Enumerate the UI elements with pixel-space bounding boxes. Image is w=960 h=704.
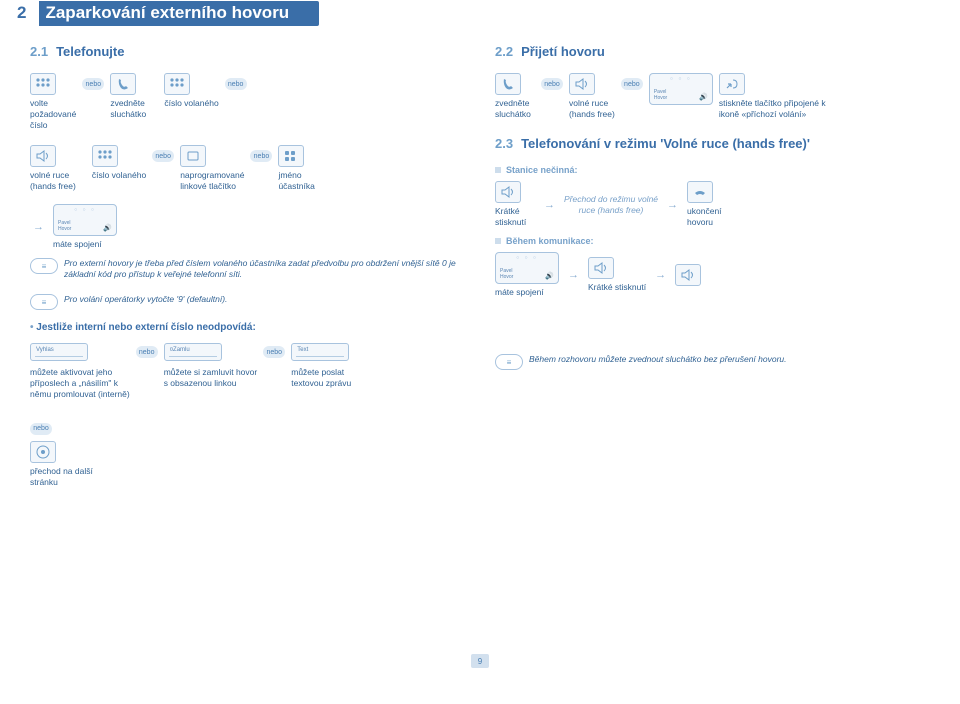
nebo: nebo bbox=[136, 346, 158, 358]
note-icon: ≡ bbox=[30, 294, 58, 310]
row-hf-idle: Krátké stisknutí → Přechod do režimu vol… bbox=[495, 181, 930, 228]
no-answer-heading: • Jestliže interní nebo externí číslo ne… bbox=[30, 322, 465, 333]
label-txt: můžete poslat textovou zprávu bbox=[291, 367, 351, 389]
label-volte: volte požadované číslo bbox=[30, 98, 76, 131]
arrow-icon: → bbox=[568, 269, 579, 281]
label-zvednete: zvedněte sluchátko bbox=[110, 98, 146, 120]
display-icon: ○ ○ ○ Pavel Hovor 🔊 bbox=[649, 73, 713, 105]
nebo: nebo bbox=[30, 423, 52, 435]
nebo: nebo bbox=[263, 346, 285, 358]
label-jmeno: jméno účastníka bbox=[278, 170, 314, 192]
arrow-icon: → bbox=[544, 199, 555, 211]
row-hf-comm: ○ ○ ○ Pavel Hovor 🔊 máte spojení → Krátk… bbox=[495, 252, 930, 298]
label-zvednete2: zvedněte sluchátko bbox=[495, 98, 531, 120]
speaker-icon bbox=[30, 145, 56, 167]
label-naprog: naprogramované linkové tlačítko bbox=[180, 170, 244, 192]
nebo: nebo bbox=[82, 78, 104, 90]
row-next: přechod na další stránku bbox=[30, 441, 465, 488]
arrow-icon: → bbox=[667, 199, 678, 211]
nebo: nebo bbox=[250, 150, 272, 162]
note-icon: ≡ bbox=[495, 354, 523, 370]
row-accept: zvedněte sluchátko nebo volné ruce (hand… bbox=[495, 73, 930, 120]
label-prechod: přechod na další stránku bbox=[30, 466, 93, 488]
bullet-behem: Během komunikace: bbox=[495, 236, 930, 246]
label-cislo: číslo volaného bbox=[164, 98, 218, 109]
section-21-title: 2.1Telefonujte bbox=[30, 44, 465, 59]
keypad-icon bbox=[30, 73, 56, 95]
speaker-icon bbox=[569, 73, 595, 95]
row-connected: → ○ ○ ○ Pavel Hovor 🔊 máte spojení bbox=[30, 204, 465, 250]
note-icon: ≡ bbox=[30, 258, 58, 274]
label-cislo2: číslo volaného bbox=[92, 170, 146, 181]
arrow-icon: → bbox=[33, 221, 44, 233]
label-mate: máte spojení bbox=[53, 239, 102, 250]
label-ukonceni: ukončení hovoru bbox=[687, 206, 722, 228]
keypad-icon bbox=[164, 73, 190, 95]
line-key-icon bbox=[180, 145, 206, 167]
section-22-title: 2.2Přijetí hovoru bbox=[495, 44, 930, 59]
note-rozhovor: ≡ Během rozhovoru můžete zvednout sluchá… bbox=[495, 354, 930, 370]
chip-zamlu: ¤Zamlu bbox=[164, 343, 222, 361]
label-zam: můžete si zamluvit hovor s obsazenou lin… bbox=[164, 367, 258, 389]
nebo: nebo bbox=[541, 78, 563, 90]
chip-text: Text bbox=[291, 343, 349, 361]
label-volne2: volné ruce (hands free) bbox=[569, 98, 615, 120]
label-kratke: Krátké stisknutí bbox=[495, 206, 526, 228]
note-operator: ≡ Pro volání operátorky vytočte '9' (def… bbox=[30, 294, 465, 310]
note-external: ≡ Pro externí hovory je třeba před čísle… bbox=[30, 258, 465, 280]
section-23-title: 2.3Telefonování v režimu 'Volné ruce (ha… bbox=[495, 136, 930, 151]
nebo: nebo bbox=[225, 78, 247, 90]
speaker-icon bbox=[588, 257, 614, 279]
page-number: 9 bbox=[471, 654, 489, 668]
row-handsfree: volné ruce (hands free) číslo volaného n… bbox=[30, 145, 465, 192]
hangup-icon bbox=[687, 181, 713, 203]
chip-vyhlas: Vyhlas bbox=[30, 343, 88, 361]
arrow-icon: → bbox=[655, 269, 666, 281]
row-chips: Vyhlas můžete aktivovat jeho příposlech … bbox=[30, 343, 465, 400]
nebo: nebo bbox=[152, 150, 174, 162]
page-header: 2 Zaparkování externího hovoru bbox=[0, 0, 960, 26]
keypad-icon bbox=[92, 145, 118, 167]
header-title: Zaparkování externího hovoru bbox=[39, 1, 319, 26]
label-prechod-hf: Přechod do režimu volné ruce (hands free… bbox=[564, 194, 658, 216]
display-icon: ○ ○ ○ Pavel Hovor 🔊 bbox=[53, 204, 117, 236]
label-akt: můžete aktivovat jeho příposlech a „nási… bbox=[30, 367, 130, 400]
row-dial: volte požadované číslo nebo zvedněte slu… bbox=[30, 73, 465, 131]
speaker-icon bbox=[675, 264, 701, 286]
label-kratke2: Krátké stisknutí bbox=[588, 282, 646, 293]
nebo: nebo bbox=[621, 78, 643, 90]
handset-icon bbox=[110, 73, 136, 95]
header-number: 2 bbox=[10, 2, 33, 24]
handset-icon bbox=[495, 73, 521, 95]
label-mate2: máte spojení bbox=[495, 287, 544, 298]
name-icon bbox=[278, 145, 304, 167]
speaker-icon bbox=[495, 181, 521, 203]
nav-wheel-icon bbox=[30, 441, 56, 463]
bullet-stanice: Stanice nečinná: bbox=[495, 165, 930, 175]
label-volne: volné ruce (hands free) bbox=[30, 170, 76, 192]
incoming-icon bbox=[719, 73, 745, 95]
display-icon: ○ ○ ○ Pavel Hovor 🔊 bbox=[495, 252, 559, 284]
label-stisk: stiskněte tlačítko připojené k ikoně «př… bbox=[719, 98, 826, 120]
